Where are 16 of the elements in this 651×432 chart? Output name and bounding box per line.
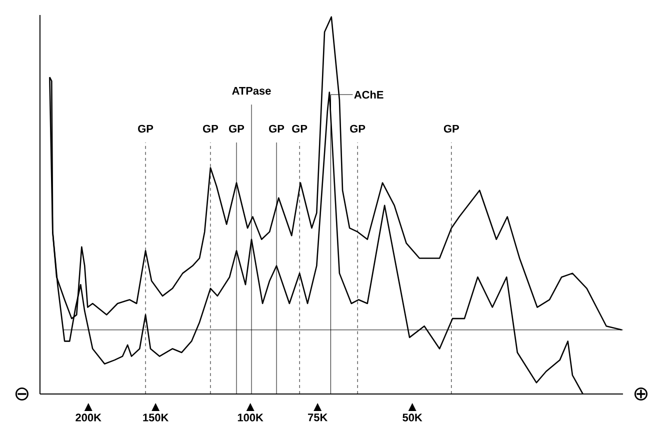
- text: ⊕: [634, 387, 648, 401]
- x-tick-label: 100K: [238, 414, 264, 422]
- x-tick-label: 150K: [143, 414, 169, 422]
- ref-line-label: GP: [138, 124, 154, 133]
- ref-line-label: ATPase: [232, 87, 271, 95]
- ref-line-label: GP: [203, 124, 218, 133]
- x-tick-label: 50K: [402, 414, 422, 422]
- ref-line-label: GP: [269, 124, 284, 133]
- ref-line-label: GP: [292, 124, 308, 133]
- ref-line-label: GP: [350, 124, 366, 133]
- x-tick-label: 75K: [308, 414, 328, 422]
- ref-line-label: GP: [444, 124, 459, 133]
- x-tick-label: 200K: [76, 414, 102, 422]
- ref-line-label: AChE: [354, 90, 384, 99]
- text: ⊖: [15, 387, 28, 401]
- ref-line-label: GP: [229, 124, 244, 133]
